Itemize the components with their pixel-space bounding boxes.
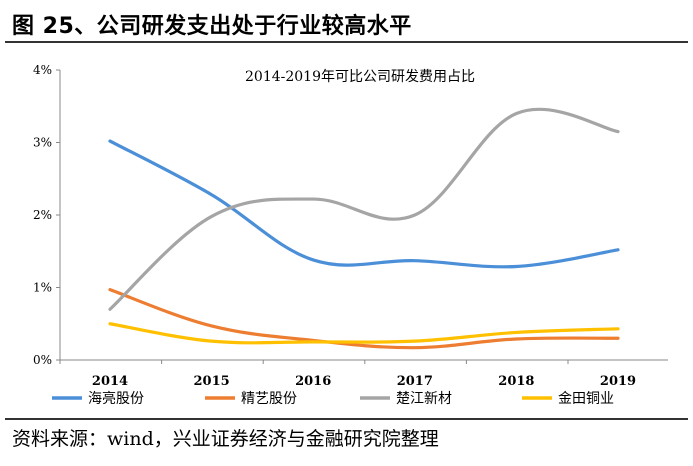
x-tick-label: 2016 — [295, 374, 331, 389]
x-tick-label: 2019 — [600, 374, 636, 389]
x-tick-label: 2015 — [194, 374, 230, 389]
top-divider — [5, 41, 688, 43]
figure-title: 图 25、公司研发支出处于行业较高水平 — [12, 14, 412, 39]
source-note: 资料来源：wind，兴业证券经济与金融研究院整理 — [12, 428, 439, 450]
y-tick-label: 3% — [33, 136, 52, 150]
series-line-4 — [108, 322, 620, 345]
y-tick-label: 1% — [33, 281, 52, 295]
x-tick-label: 2017 — [397, 374, 433, 389]
bottom-divider — [5, 418, 688, 420]
series-layer — [108, 107, 620, 350]
y-tick-label: 4% — [33, 63, 52, 77]
legend-label: 楚江新材 — [396, 391, 452, 407]
chart-title: 2014-2019年可比公司研发费用占比 — [245, 69, 475, 85]
y-tick-label: 0% — [33, 353, 52, 367]
series-line-3 — [108, 107, 620, 311]
x-tick-label: 2014 — [92, 374, 128, 389]
y-tick-label: 2% — [33, 208, 52, 222]
legend-label: 精艺股份 — [241, 391, 297, 407]
chart-legend: 海亮股份 精艺股份 楚江新材 金田铜业 — [52, 390, 614, 407]
series-line-1 — [108, 139, 620, 269]
legend-label: 海亮股份 — [88, 390, 144, 407]
chart-axes: 0% 1% 2% 3% 4% 2014 2015 2016 2017 2018 2019 — [33, 63, 668, 389]
legend-label: 金田铜业 — [558, 391, 614, 407]
line-chart: 2014-2019年可比公司研发费用占比 0% 1% 2% 3% 4% 2014 2015 2… — [33, 63, 668, 407]
x-tick-label: 2018 — [498, 374, 534, 389]
series-line-2 — [108, 288, 620, 350]
